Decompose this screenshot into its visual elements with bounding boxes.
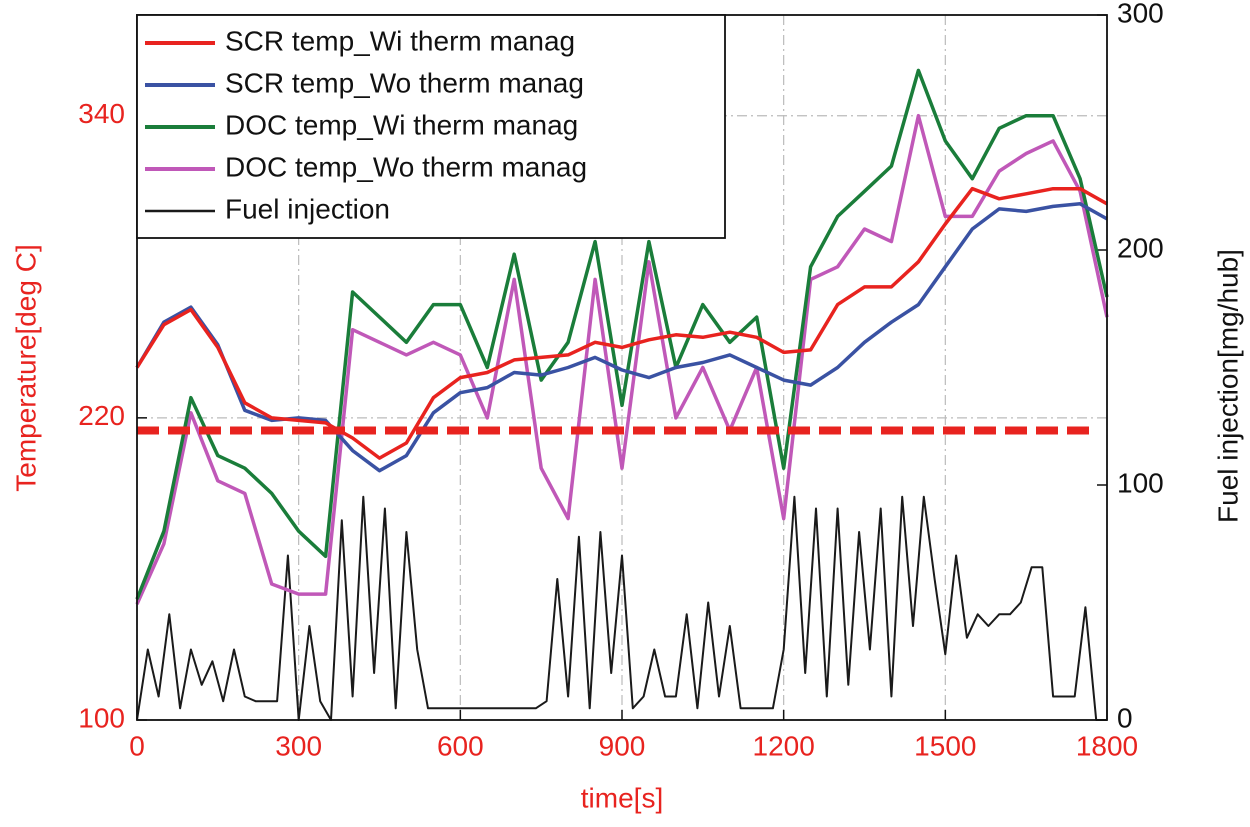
- y2-axis-title: Fuel injection[mg/hub]: [1212, 249, 1243, 523]
- legend-label: DOC temp_Wi therm manag: [225, 109, 578, 140]
- series-line: [135, 186, 1108, 460]
- legend-label: SCR temp_Wi therm manag: [225, 25, 575, 56]
- y2-tick-label: 300: [1117, 0, 1164, 28]
- x-tick-label: 0: [129, 730, 145, 761]
- x-tick-label: 900: [599, 730, 646, 761]
- y2-tick-label: 200: [1117, 232, 1164, 263]
- y-tick-label: 340: [78, 98, 125, 129]
- legend-box: [136, 14, 726, 239]
- x-tick-label: 600: [437, 730, 484, 761]
- y2-tick-label: 100: [1117, 467, 1164, 498]
- x-tick-label: 1200: [753, 730, 815, 761]
- legend-label: SCR temp_Wo therm manag: [225, 67, 584, 98]
- y-axis-title: Temperature[deg C]: [10, 244, 41, 491]
- series-line: [135, 68, 1109, 600]
- y-tick-label: 100: [78, 702, 125, 733]
- x-tick-label: 300: [275, 730, 322, 761]
- series-line: [135, 202, 1108, 473]
- legend-label: Fuel injection: [225, 193, 390, 224]
- x-axis-title: time[s]: [581, 782, 663, 813]
- legend-label: DOC temp_Wo therm manag: [225, 151, 587, 182]
- y2-tick-label: 0: [1117, 702, 1133, 733]
- x-tick-label: 1500: [914, 730, 976, 761]
- series-line: [135, 113, 1109, 605]
- y-tick-label: 220: [78, 400, 125, 431]
- x-tick-label: 1800: [1076, 730, 1138, 761]
